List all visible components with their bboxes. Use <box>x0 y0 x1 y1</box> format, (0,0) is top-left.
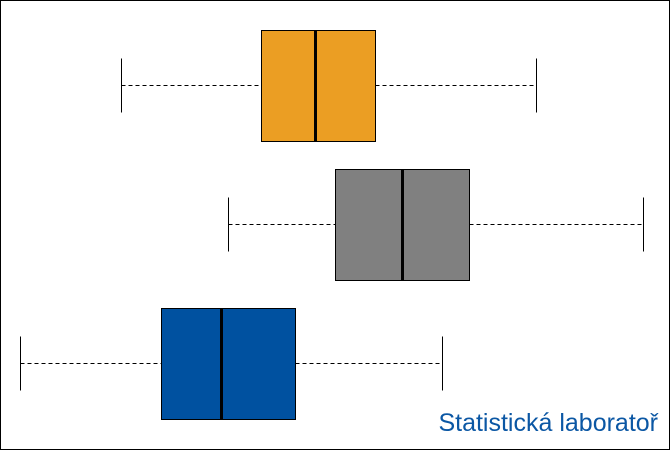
iqr-box-orange <box>261 30 376 142</box>
boxplot-blue <box>20 308 443 420</box>
boxplot-orange <box>121 30 537 142</box>
brand-label: Statistická laboratoř <box>438 409 658 437</box>
boxplot-layer <box>20 30 644 420</box>
iqr-box-blue <box>161 308 296 420</box>
boxplot-gray <box>228 169 644 281</box>
